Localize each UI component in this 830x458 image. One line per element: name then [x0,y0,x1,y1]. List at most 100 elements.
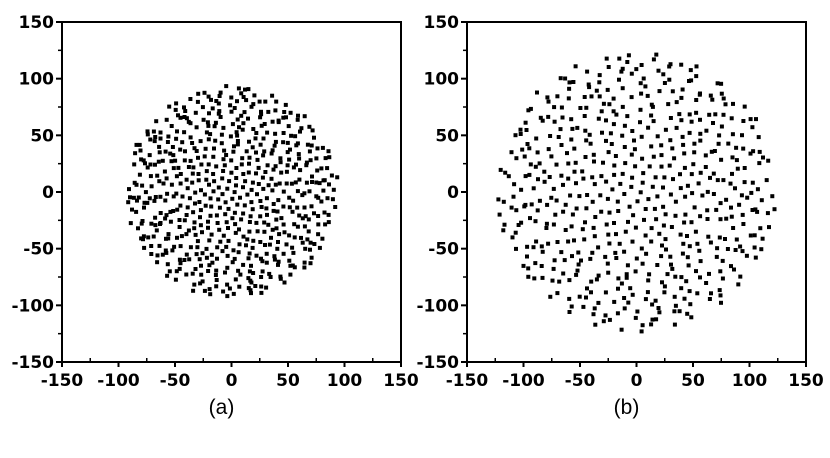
data-point [302,205,307,210]
data-point [230,216,235,221]
data-point [254,253,259,258]
data-point [240,156,245,161]
data-point [642,217,646,222]
data-point [216,197,221,202]
data-point [274,99,279,104]
data-point [164,117,169,122]
data-point [630,175,635,180]
data-point [225,186,230,191]
data-point [206,123,211,128]
data-point [182,158,187,163]
data-point [574,181,578,186]
data-point [692,205,697,210]
data-point [128,221,133,226]
data-point [591,312,596,317]
data-point [260,175,265,180]
data-point [748,117,753,122]
data-point [298,168,303,173]
data-point [275,209,280,214]
data-point [645,93,650,98]
panel-label: (a) [209,396,235,419]
data-point [721,96,726,101]
data-point [554,162,559,167]
data-point [519,187,524,192]
data-point [539,264,544,268]
data-point [171,194,176,199]
data-point [300,193,305,198]
data-point [250,245,255,250]
data-point [698,117,702,122]
data-point [250,180,255,185]
data-point [580,227,585,232]
data-point [591,152,596,157]
data-point [282,280,287,285]
data-point [709,291,713,296]
data-point [184,272,189,277]
data-point [620,171,625,176]
data-point [612,221,616,225]
data-point [758,226,763,231]
data-point [302,224,307,229]
data-point [204,177,209,182]
data-point [619,281,624,286]
data-point [673,199,678,204]
data-point [638,81,643,86]
data-point [708,93,713,98]
data-point [566,176,571,181]
data-point [288,110,293,115]
data-point [300,216,305,221]
data-point [251,271,256,275]
data-point [136,226,140,231]
data-point [276,198,281,203]
data-point [202,154,207,159]
data-point [653,175,658,180]
data-point [224,153,229,157]
data-point [663,127,668,132]
data-point [177,225,182,229]
x-tick-label: 50 [681,371,705,391]
data-point [248,214,253,219]
data-point [635,199,640,204]
data-point [669,225,674,229]
data-point [527,146,532,151]
data-point [570,212,575,217]
data-point [593,215,598,219]
data-point [611,122,616,127]
data-point [576,262,581,267]
data-point [692,150,697,155]
data-point [657,231,662,236]
data-point [256,165,261,170]
data-point [154,119,159,124]
data-point [270,148,275,153]
data-point [561,209,566,214]
data-point [721,178,726,183]
data-point [596,116,601,121]
data-point [282,230,287,235]
data-point [528,106,533,111]
y-tick-label: 0 [42,183,54,203]
data-point [554,198,559,203]
data-point [310,180,314,184]
data-point [177,266,182,271]
data-point [140,183,145,188]
data-point [708,175,712,180]
data-point [308,247,312,252]
data-point [673,303,678,308]
data-point [524,128,529,132]
data-point [584,105,589,110]
data-point [572,169,577,174]
data-point [273,182,278,187]
data-point [305,237,310,242]
data-point [698,170,703,175]
data-point [673,274,678,279]
data-point [277,181,282,186]
data-point [206,225,210,230]
data-point [650,317,655,322]
data-point [238,195,242,200]
data-point [659,143,664,148]
data-point [622,296,627,300]
data-point [632,147,637,152]
data-point [308,240,313,245]
data-point [728,181,733,186]
data-point [297,213,302,218]
